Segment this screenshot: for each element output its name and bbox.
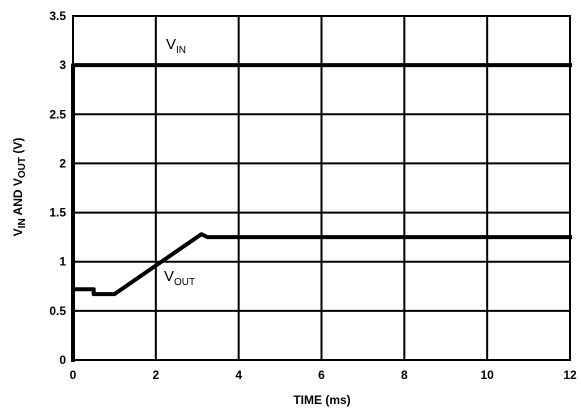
series-lines	[71, 63, 572, 362]
y-tick-label: 0	[59, 353, 66, 367]
series-line-vout	[71, 232, 572, 297]
vout-annotation: VOUT	[164, 268, 195, 288]
x-tick-label: 2	[152, 368, 159, 382]
vin-annotation-main: V	[166, 36, 176, 53]
y-axis-label-part: V	[11, 228, 25, 236]
vout-annotation-sub: OUT	[174, 277, 195, 288]
y-tick-label: 2.5	[49, 107, 66, 121]
y-axis-label-part: AND V	[11, 178, 25, 218]
x-tick-label: 12	[563, 368, 577, 382]
y-tick-label: 3.5	[49, 9, 66, 23]
y-tick-labels: 0 0.5 1 1.5 2 2.5 3 3.5	[49, 9, 66, 367]
y-axis-label-sub: OUT	[17, 157, 28, 178]
x-tick-label: 10	[480, 368, 494, 382]
grid	[72, 15, 571, 361]
vin-annotation: VIN	[166, 36, 186, 56]
y-tick-label: 2	[59, 156, 66, 170]
x-axis-label: TIME (ms)	[293, 393, 350, 407]
vin-annotation-sub: IN	[176, 45, 186, 56]
vout-annotation-main: V	[164, 268, 174, 285]
y-axis-label-sub: IN	[17, 218, 28, 228]
x-tick-labels: 0 2 4 6 8 10 12	[70, 368, 577, 382]
y-tick-label: 1	[59, 255, 66, 269]
series-line-vin	[71, 63, 572, 362]
y-axis-label: VIN AND VOUT (V)	[11, 138, 28, 237]
x-tick-label: 8	[401, 368, 408, 382]
x-tick-label: 6	[318, 368, 325, 382]
x-tick-label: 4	[235, 368, 242, 382]
y-tick-label: 3	[59, 58, 66, 72]
x-tick-label: 0	[70, 368, 77, 382]
y-axis-label-part: (V)	[11, 138, 25, 157]
y-tick-label: 0.5	[49, 304, 66, 318]
y-tick-label: 1.5	[49, 206, 66, 220]
